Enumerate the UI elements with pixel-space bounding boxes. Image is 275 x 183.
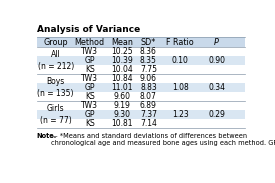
- Text: F Ratio: F Ratio: [166, 38, 194, 46]
- Text: 10.81: 10.81: [111, 119, 133, 128]
- Text: 1.23: 1.23: [172, 110, 189, 119]
- Text: 11.01: 11.01: [111, 83, 133, 92]
- Text: SD*: SD*: [141, 38, 156, 46]
- Text: 8.83: 8.83: [140, 83, 157, 92]
- Text: 7.75: 7.75: [140, 65, 157, 74]
- Text: 9.06: 9.06: [140, 74, 157, 83]
- Text: — *Means and standard deviations of differences between
chronological age and me: — *Means and standard deviations of diff…: [51, 132, 275, 146]
- Bar: [37, 56, 245, 65]
- Text: KS: KS: [85, 92, 95, 101]
- Bar: [37, 74, 245, 83]
- Text: Analysis of Variance: Analysis of Variance: [37, 25, 140, 34]
- Text: 1.08: 1.08: [172, 83, 189, 92]
- Text: 0.34: 0.34: [208, 83, 225, 92]
- Text: KS: KS: [85, 65, 95, 74]
- Text: 0.90: 0.90: [208, 56, 225, 65]
- Text: TW3: TW3: [81, 101, 98, 110]
- Text: 7.14: 7.14: [140, 119, 157, 128]
- Text: 10.39: 10.39: [111, 56, 133, 65]
- Bar: [37, 37, 245, 47]
- Text: Mean: Mean: [111, 38, 133, 46]
- Bar: [37, 65, 245, 74]
- Bar: [37, 110, 245, 119]
- Bar: [37, 92, 245, 101]
- Text: 10.04: 10.04: [111, 65, 133, 74]
- Text: 7.37: 7.37: [140, 110, 157, 119]
- Text: GP: GP: [84, 83, 95, 92]
- Text: 9.19: 9.19: [113, 101, 130, 110]
- Text: 0.10: 0.10: [172, 56, 189, 65]
- Text: 8.35: 8.35: [140, 56, 157, 65]
- Text: Method: Method: [75, 38, 105, 46]
- Text: 10.84: 10.84: [111, 74, 133, 83]
- Bar: [37, 83, 245, 92]
- Text: TW3: TW3: [81, 74, 98, 83]
- Text: GP: GP: [84, 56, 95, 65]
- Text: GP: GP: [84, 110, 95, 119]
- Text: 9.60: 9.60: [113, 92, 130, 101]
- Text: TW3: TW3: [81, 47, 98, 56]
- Text: 6.89: 6.89: [140, 101, 157, 110]
- Text: 8.07: 8.07: [140, 92, 157, 101]
- Bar: [37, 119, 245, 128]
- Text: KS: KS: [85, 119, 95, 128]
- Text: 0.29: 0.29: [208, 110, 225, 119]
- Text: Group: Group: [43, 38, 68, 46]
- Bar: [37, 47, 245, 56]
- Text: P: P: [214, 38, 219, 46]
- Text: All
(n = 212): All (n = 212): [38, 51, 74, 71]
- Text: Girls
(n = 77): Girls (n = 77): [40, 104, 72, 125]
- Text: Note.: Note.: [37, 132, 57, 139]
- Bar: [37, 101, 245, 110]
- Text: Boys
(n = 135): Boys (n = 135): [37, 77, 74, 98]
- Text: 8.36: 8.36: [140, 47, 157, 56]
- Text: 9.30: 9.30: [113, 110, 130, 119]
- Text: 10.25: 10.25: [111, 47, 133, 56]
